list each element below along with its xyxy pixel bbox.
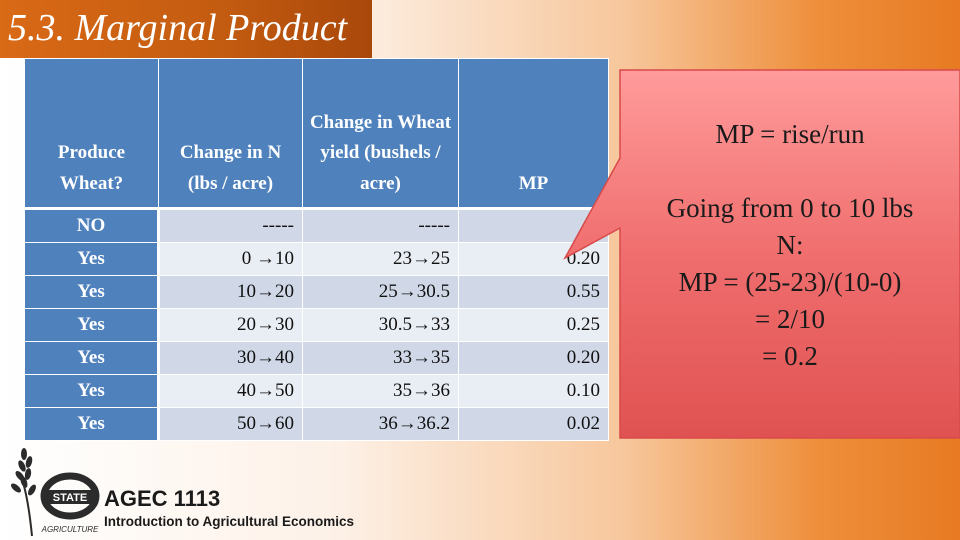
yield-change-cell: ----- (302, 207, 459, 243)
n-change-cell: ----- (158, 207, 303, 243)
callout-text: MP = rise/run Going from 0 to 10 lbs N: … (620, 116, 960, 375)
table-row: Yes 30→40 33→35 0.20 (24, 341, 609, 375)
header-change-in-yield: Change in Wheat yield (bushels / acre) (302, 58, 459, 209)
yield-change-cell: 30.5→33 (302, 308, 459, 342)
table-row: Yes 50→60 36→36.2 0.02 (24, 407, 609, 441)
callout-line: MP = rise/run (715, 119, 865, 149)
table-header-row: Produce Wheat? Change in N (lbs / acre) … (24, 58, 609, 209)
n-change-cell: 20→30 (158, 308, 303, 342)
n-change-cell: 50→60 (158, 407, 303, 441)
yield-change-cell: 33→35 (302, 341, 459, 375)
mp-cell: 0.10 (458, 374, 609, 408)
callout-line: = 0.2 (762, 341, 818, 371)
mp-cell: 0.55 (458, 275, 609, 309)
callout-line (620, 153, 960, 190)
callout-line: N: (776, 230, 804, 260)
row-label: Yes (24, 407, 160, 441)
row-label: Yes (24, 341, 160, 375)
logo-agriculture-text: AGRICULTURE (41, 525, 99, 534)
osu-agriculture-logo: STATE AGRICULTURE (11, 448, 100, 537)
table-row: Yes 40→50 35→36 0.10 (24, 374, 609, 408)
n-change-cell: 0 →10 (158, 242, 303, 276)
wheat-icon (11, 448, 36, 537)
title-bar: 5.3. Marginal Product (0, 0, 372, 58)
osu-brand-mark (40, 472, 100, 520)
header-change-in-n: Change in N (lbs / acre) (158, 58, 303, 209)
mp-cell: 0.20 (458, 341, 609, 375)
table-row: Yes 10→20 25→30.5 0.55 (24, 275, 609, 309)
callout-shape (563, 69, 960, 439)
callout-line: Going from 0 to 10 lbs (666, 193, 914, 223)
callout-line: = 2/10 (755, 304, 825, 334)
row-label: NO (24, 207, 160, 243)
callout-line: MP = (25-23)/(10-0) (678, 267, 902, 297)
row-label: Yes (24, 242, 160, 276)
n-change-cell: 40→50 (158, 374, 303, 408)
row-label: Yes (24, 308, 160, 342)
marginal-product-table: Produce Wheat? Change in N (lbs / acre) … (24, 58, 609, 441)
course-code: AGEC 1113 (104, 486, 221, 511)
logo-state-text: STATE (53, 492, 87, 504)
course-name: Introduction to Agricultural Economics (104, 514, 355, 529)
header-mp: MP (458, 58, 609, 209)
table-row: Yes 20→30 30.5→33 0.25 (24, 308, 609, 342)
slide-title: 5.3. Marginal Product (8, 7, 348, 49)
mp-cell: 0.02 (458, 407, 609, 441)
row-label: Yes (24, 275, 160, 309)
header-produce-wheat: Produce Wheat? (24, 58, 159, 209)
yield-change-cell: 36→36.2 (302, 407, 459, 441)
yield-change-cell: 23→25 (302, 242, 459, 276)
n-change-cell: 10→20 (158, 275, 303, 309)
n-change-cell: 30→40 (158, 341, 303, 375)
